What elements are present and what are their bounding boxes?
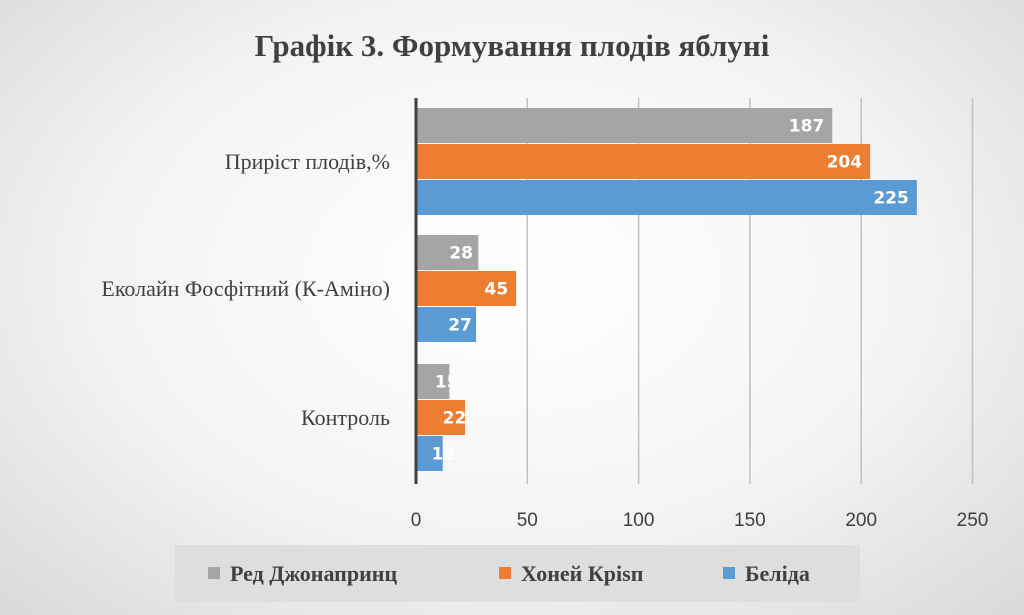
x-tick-label: 150 xyxy=(734,510,766,531)
x-tick-label: 200 xyxy=(845,510,877,531)
bar-2-2 xyxy=(417,436,443,471)
data-label: 28 xyxy=(449,244,473,264)
data-label: 22 xyxy=(443,409,467,429)
bar-0-2 xyxy=(417,180,917,215)
legend-swatch-2 xyxy=(723,567,735,579)
bar-1-1 xyxy=(417,271,517,306)
legend-box xyxy=(175,545,860,602)
category-label: Приріст плодів,% xyxy=(225,149,390,174)
legend-swatch-0 xyxy=(208,567,220,579)
x-tick-label: 100 xyxy=(623,510,655,531)
data-label: 27 xyxy=(448,316,472,336)
chart-title: Графік 3. Формування плодів яблуні xyxy=(255,28,770,63)
legend: Ред Джонапринц Хоней Кріsп Беліда xyxy=(175,545,860,602)
bar-2-0 xyxy=(417,364,450,399)
bars xyxy=(417,108,917,471)
x-tick-label: 0 xyxy=(411,510,422,531)
bar-1-2 xyxy=(417,307,477,342)
bar-0-0 xyxy=(417,108,833,143)
bar-0-1 xyxy=(417,144,871,179)
category-label: Еколайн Фосфітний (К-Аміно) xyxy=(101,276,390,301)
data-label: 225 xyxy=(873,189,909,209)
x-tick-label: 250 xyxy=(957,510,989,531)
data-label: 12 xyxy=(432,445,456,465)
data-label: 45 xyxy=(484,280,508,300)
category-label: Контроль xyxy=(301,405,390,430)
data-label: 204 xyxy=(827,153,863,173)
bar-2-1 xyxy=(417,400,465,435)
x-tick-label: 50 xyxy=(517,510,538,531)
data-label: 15 xyxy=(435,373,459,393)
x-tick-labels: 0 50 100 150 200 250 xyxy=(411,510,989,531)
bar-1-0 xyxy=(417,235,479,270)
data-label: 187 xyxy=(789,117,825,137)
legend-label: Ред Джонапринц xyxy=(230,561,397,586)
legend-label: Беліда xyxy=(745,561,810,586)
category-labels: Приріст плодів,% Еколайн Фосфітний (К-Амі… xyxy=(101,149,390,430)
legend-label: Хоней Кріsп xyxy=(521,561,644,586)
legend-swatch-1 xyxy=(499,567,511,579)
